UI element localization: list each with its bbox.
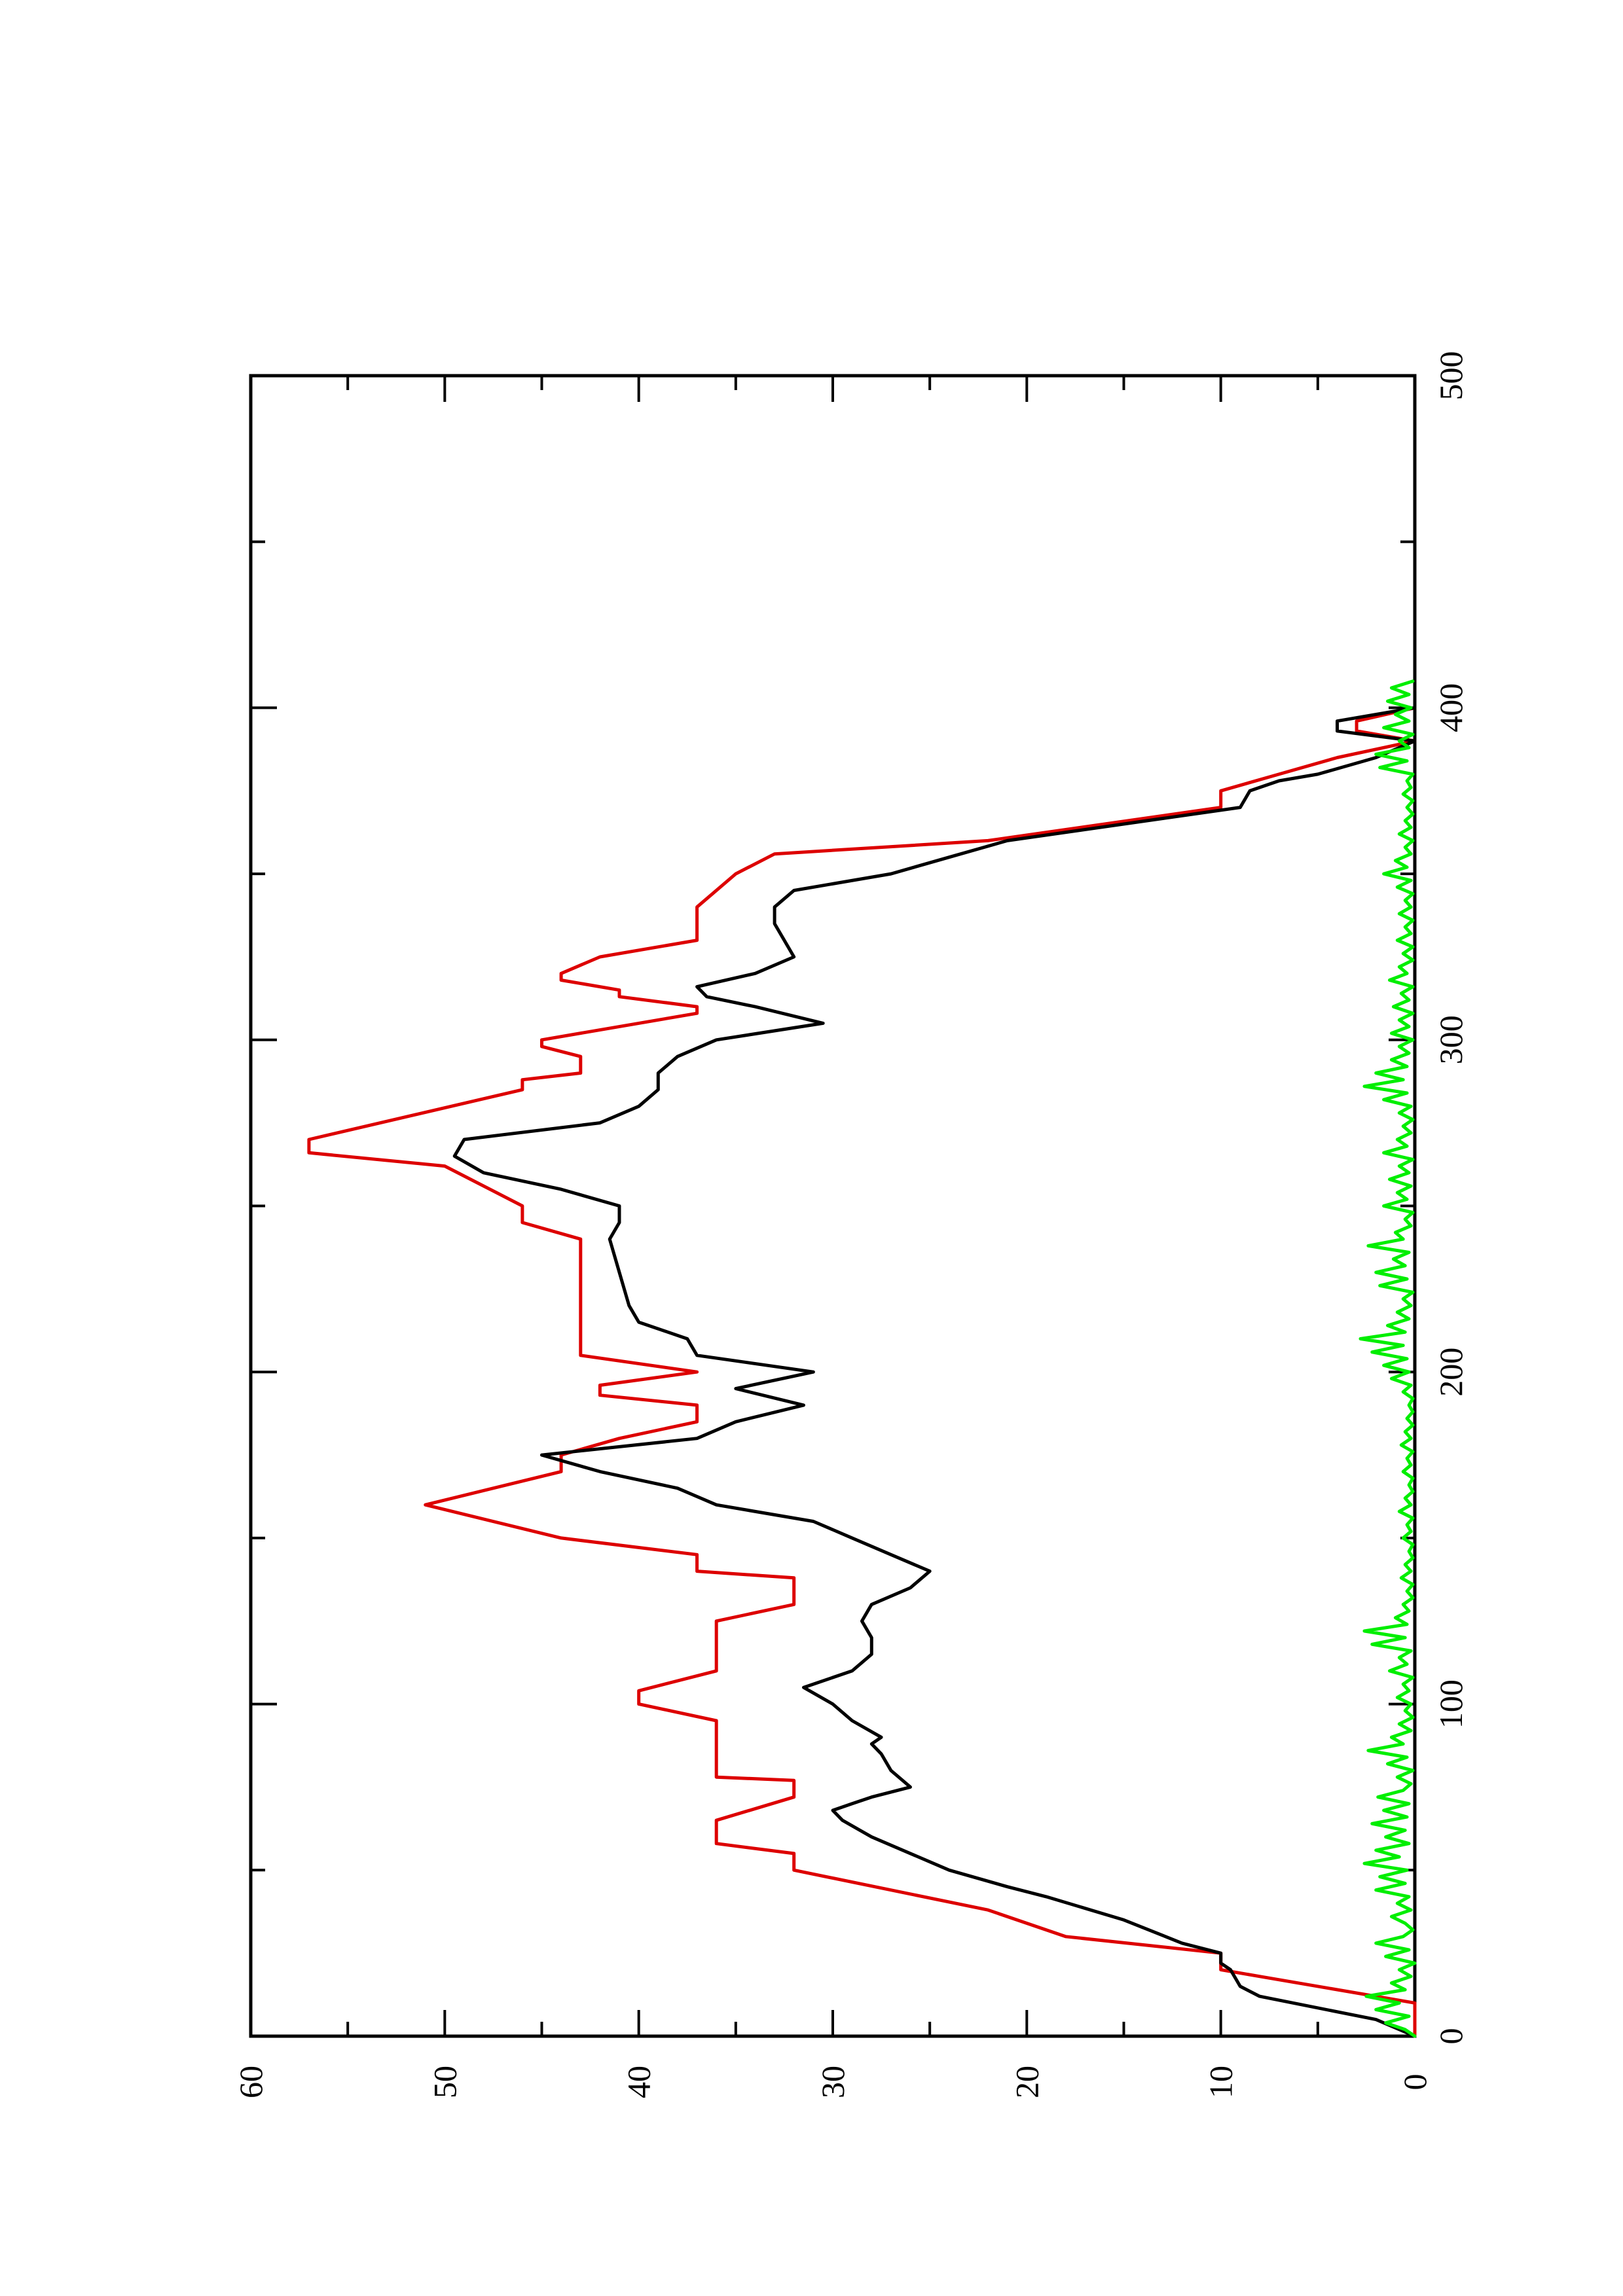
- series-group: [307, 679, 1417, 2038]
- series-line-2: [452, 689, 1417, 2038]
- y-tick-label: 10: [1203, 2066, 1239, 2098]
- x-tick-label: 100: [1432, 1679, 1469, 1729]
- series-line-3: [1359, 679, 1417, 2038]
- axis-tick-labels: 0 100 200 300 400 500 0 10 20 30 40 50 60: [232, 351, 1469, 2099]
- y-tick-label: 30: [814, 2066, 851, 2098]
- x-tick-label: 500: [1432, 351, 1469, 401]
- y-tick-label: 50: [426, 2066, 463, 2098]
- series-line-1: [307, 689, 1417, 2038]
- y-tick-label: 40: [621, 2066, 657, 2098]
- x-tick-label: 200: [1432, 1348, 1469, 1397]
- x-tick-label: 0: [1432, 2028, 1469, 2045]
- y-tick-label: 0: [1396, 2074, 1433, 2090]
- y-tick-label: 20: [1008, 2066, 1045, 2098]
- x-tick-label: 400: [1432, 683, 1469, 732]
- x-tick-label: 300: [1432, 1015, 1469, 1064]
- axis-ticks: [249, 374, 1416, 2037]
- plot-frame: [249, 374, 1417, 2038]
- y-tick-label: 60: [232, 2066, 269, 2098]
